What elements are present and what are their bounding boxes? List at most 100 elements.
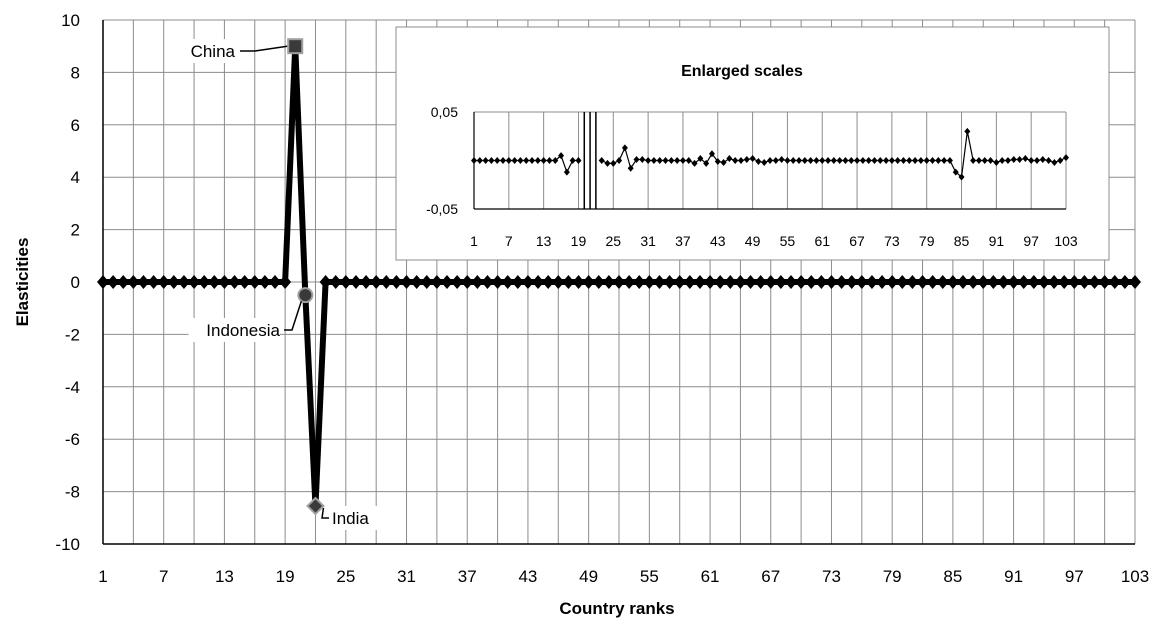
data-point bbox=[461, 275, 474, 289]
data-point bbox=[825, 275, 838, 289]
inset-x-tick-label: 1 bbox=[470, 233, 478, 249]
data-point bbox=[683, 275, 696, 289]
data-point bbox=[734, 275, 747, 289]
data-point bbox=[754, 275, 767, 289]
inset-data-point bbox=[703, 159, 710, 167]
data-point bbox=[117, 275, 130, 289]
main-x-tick-label: 1 bbox=[98, 567, 107, 586]
data-point bbox=[1027, 275, 1040, 289]
data-point bbox=[97, 275, 109, 289]
inset-data-point bbox=[598, 157, 605, 164]
data-point bbox=[269, 275, 281, 289]
y-axis-title: Elasticities bbox=[13, 238, 32, 327]
inset-series bbox=[471, 127, 1069, 181]
inset-data-point bbox=[790, 157, 797, 164]
inset-data-point bbox=[865, 157, 872, 164]
main-y-tick-label: -8 bbox=[65, 483, 80, 502]
inset-data-point bbox=[784, 157, 791, 164]
data-point bbox=[349, 275, 362, 289]
inset-data-point bbox=[656, 157, 663, 164]
inset-data-point bbox=[877, 157, 884, 164]
data-point bbox=[602, 275, 615, 289]
inset-data-point bbox=[743, 156, 750, 164]
data-point bbox=[613, 275, 625, 289]
inset-data-point bbox=[1039, 156, 1046, 164]
data-point bbox=[582, 275, 595, 289]
data-point bbox=[542, 275, 555, 289]
inset-data-point bbox=[558, 152, 565, 160]
main-x-tick-label: 85 bbox=[943, 567, 962, 586]
inset-data-point bbox=[772, 157, 779, 164]
data-point bbox=[643, 275, 656, 289]
inset-data-point bbox=[534, 157, 541, 164]
inset-data-point bbox=[755, 157, 762, 165]
data-point bbox=[764, 275, 777, 289]
data-point bbox=[572, 275, 585, 289]
data-point bbox=[198, 275, 211, 289]
inset-data-point bbox=[575, 157, 582, 164]
inset-data-point bbox=[633, 156, 640, 164]
main-x-tick-label: 31 bbox=[397, 567, 416, 586]
inset-data-point bbox=[749, 155, 756, 163]
inset-data-point bbox=[732, 157, 739, 164]
data-point bbox=[1048, 275, 1061, 289]
data-point bbox=[724, 275, 737, 289]
data-point bbox=[430, 275, 443, 289]
data-point bbox=[147, 275, 160, 289]
inset-x-tick-label: 91 bbox=[989, 233, 1005, 249]
data-point bbox=[845, 275, 858, 289]
main-x-tick-labels: 1 7 13 19 25 31 37 43 49 55 61 67 73 79 85 91 97 103 bbox=[98, 567, 1149, 586]
data-point bbox=[177, 275, 190, 289]
inset-x-tick-label: 25 bbox=[606, 233, 622, 249]
data-point bbox=[319, 275, 332, 289]
data-point bbox=[390, 275, 403, 289]
inset-data-point bbox=[871, 157, 878, 164]
data-point bbox=[673, 275, 686, 289]
inset-data-point bbox=[761, 158, 768, 166]
inset-y-tick-labels: 0,05 -0,05 bbox=[426, 104, 458, 217]
inset-x-tick-label: 13 bbox=[536, 233, 552, 249]
inset-data-point bbox=[767, 157, 773, 164]
inset-data-point bbox=[917, 157, 924, 164]
inset-data-point bbox=[674, 157, 681, 164]
inset-data-point bbox=[888, 157, 895, 164]
inset-x-tick-label: 67 bbox=[849, 233, 865, 249]
data-point bbox=[876, 275, 889, 289]
data-point bbox=[916, 275, 929, 289]
x-axis-title: Country ranks bbox=[559, 599, 674, 618]
inset-data-point bbox=[999, 157, 1006, 164]
data-point bbox=[532, 275, 545, 289]
inset-data-point bbox=[708, 150, 715, 158]
inset-data-point bbox=[854, 157, 861, 164]
data-point bbox=[228, 275, 241, 289]
inset-data-point bbox=[691, 159, 698, 167]
inset-data-point bbox=[650, 157, 657, 164]
main-y-tick-label: 8 bbox=[71, 63, 80, 82]
inset-data-point bbox=[941, 157, 948, 164]
data-point bbox=[997, 275, 1010, 289]
inset-data-point bbox=[778, 156, 785, 164]
inset-data-point bbox=[476, 157, 483, 164]
inset-data-point bbox=[1051, 158, 1058, 166]
inset-data-point bbox=[825, 157, 832, 164]
main-x-tick-label: 103 bbox=[1121, 567, 1149, 586]
inset-data-point bbox=[958, 173, 965, 181]
inset-data-point bbox=[923, 157, 930, 164]
inset-data-point bbox=[796, 157, 803, 164]
data-point bbox=[1088, 275, 1101, 289]
inset-data-point bbox=[929, 157, 936, 164]
inset-x-tick-label: 7 bbox=[505, 233, 513, 249]
main-x-tick-label: 61 bbox=[701, 567, 720, 586]
annotation-leader-line bbox=[284, 300, 303, 331]
data-point bbox=[279, 275, 292, 289]
inset-data-point bbox=[720, 158, 727, 166]
data-point bbox=[188, 275, 201, 289]
inset-data-point bbox=[935, 157, 942, 164]
inset-data-point bbox=[471, 157, 477, 164]
data-point bbox=[1068, 275, 1081, 289]
data-point bbox=[906, 275, 919, 289]
data-point bbox=[521, 275, 534, 289]
main-x-tick-label: 7 bbox=[159, 567, 168, 586]
inset-title: Enlarged scales bbox=[681, 63, 803, 80]
data-point bbox=[339, 275, 352, 289]
